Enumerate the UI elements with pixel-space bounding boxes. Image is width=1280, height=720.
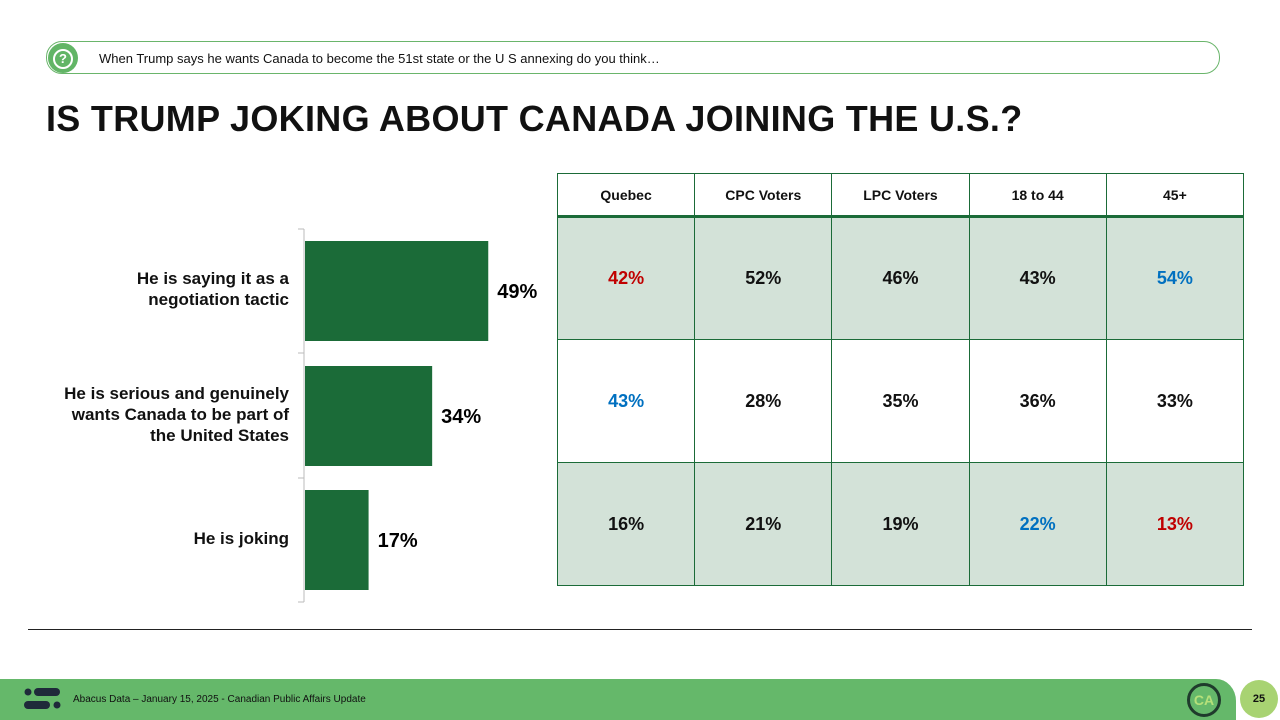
- column-header: 18 to 44: [968, 173, 1107, 218]
- crosstab-table: Quebec CPC Voters LPC Voters 18 to 44 45+ 42…: [556, 173, 1245, 586]
- table-cell: 13%: [1105, 462, 1245, 586]
- column-header: LPC Voters: [831, 173, 970, 218]
- data-label: 17%: [378, 530, 418, 552]
- table-cell: 42%: [556, 216, 696, 340]
- table-cell: 43%: [556, 339, 696, 463]
- table-row: 42% 52% 46% 43% 54%: [556, 216, 1245, 340]
- table-cell: 22%: [968, 462, 1107, 586]
- table-row: 16% 21% 19% 22% 13%: [556, 462, 1245, 586]
- category-label: He is serious and genuinely wants Canada …: [64, 383, 289, 445]
- category-label: He is saying it as a negotiation tactic: [136, 269, 289, 309]
- table-cell: 52%: [694, 216, 833, 340]
- table-cell: 43%: [968, 216, 1107, 340]
- table-cell: 33%: [1105, 339, 1245, 463]
- category-label: He is joking: [193, 528, 289, 548]
- page-title: IS TRUMP JOKING ABOUT CANADA JOINING THE…: [46, 98, 1023, 139]
- page-number: 25: [1240, 680, 1278, 718]
- table-cell: 21%: [694, 462, 833, 586]
- column-header: Quebec: [556, 173, 696, 218]
- column-header: CPC Voters: [694, 173, 833, 218]
- table-cell: 46%: [831, 216, 970, 340]
- table-cell: 35%: [831, 339, 970, 463]
- question-box: [46, 41, 1220, 74]
- bar: [305, 241, 489, 341]
- divider: [28, 629, 1252, 630]
- bar: [305, 366, 433, 466]
- bar: [305, 490, 369, 590]
- table-cell: 16%: [556, 462, 696, 586]
- table-cell: 54%: [1105, 216, 1245, 340]
- column-header: 45+: [1105, 173, 1245, 218]
- table-cell: 28%: [694, 339, 833, 463]
- abacus-logo-icon: [24, 688, 61, 709]
- question-icon: ?: [48, 43, 78, 73]
- table-cell: 19%: [831, 462, 970, 586]
- question-text: When Trump says he wants Canada to becom…: [99, 51, 660, 66]
- bar-chart: 49% 34% 17%: [298, 228, 538, 603]
- footer-bar: [0, 679, 1236, 720]
- footer-text: Abacus Data – January 15, 2025 - Canadia…: [73, 694, 366, 705]
- table-cell: 36%: [968, 339, 1107, 463]
- ca-badge-icon: CA: [1187, 683, 1221, 717]
- table-row: 43% 28% 35% 36% 33%: [556, 339, 1245, 463]
- data-label: 34%: [441, 406, 481, 428]
- data-label: 49%: [497, 281, 537, 303]
